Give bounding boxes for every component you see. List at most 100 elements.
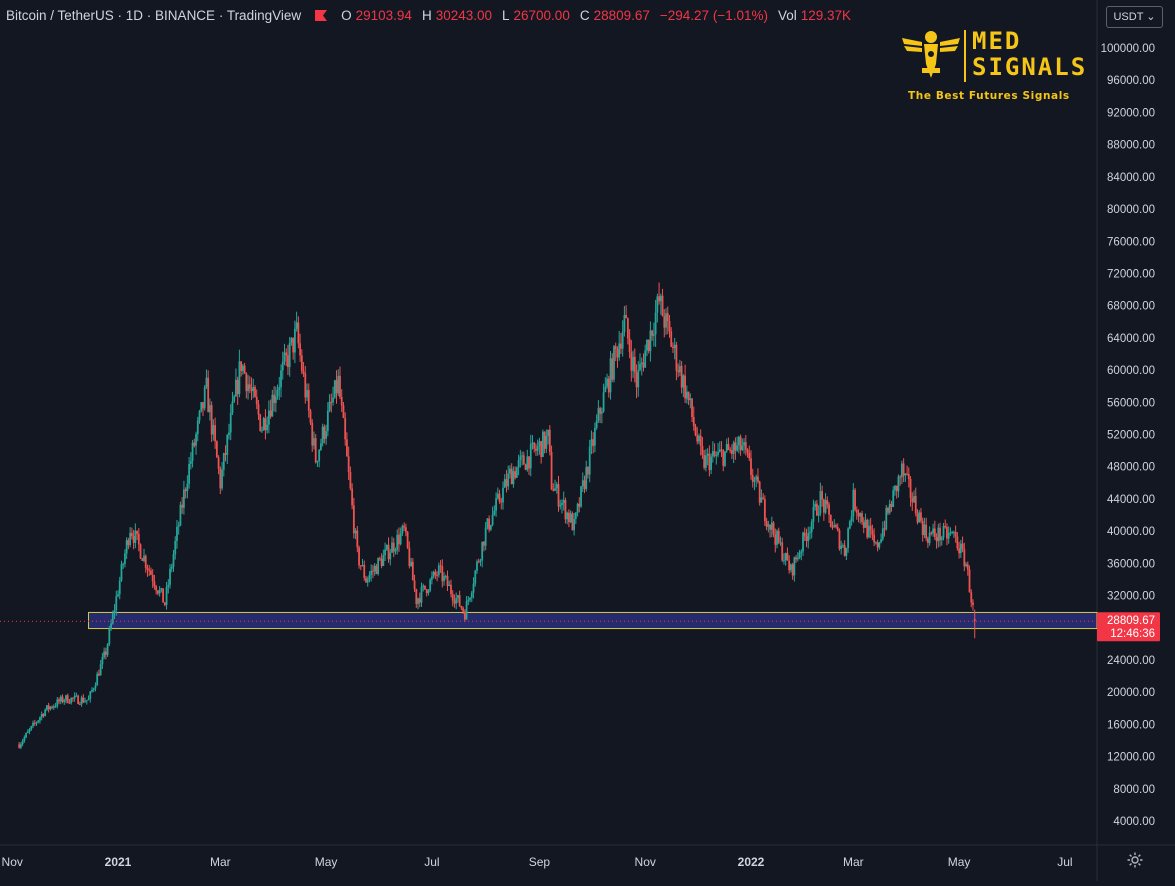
candle — [673, 337, 676, 360]
candle — [117, 590, 119, 598]
candle — [614, 342, 617, 362]
candle — [469, 597, 471, 603]
candle — [531, 435, 534, 450]
candle — [413, 574, 416, 592]
candle — [819, 482, 822, 517]
candle — [507, 465, 510, 490]
candle — [491, 506, 494, 527]
candle — [571, 511, 574, 531]
candle — [913, 490, 915, 504]
candle — [685, 385, 688, 404]
support-zone[interactable] — [88, 611, 1098, 630]
candle — [347, 446, 350, 480]
candle — [259, 413, 262, 432]
candle — [49, 706, 52, 711]
candle — [554, 479, 556, 492]
candle — [944, 519, 947, 529]
candle — [255, 389, 258, 410]
time-tick-label: Mar — [210, 855, 231, 869]
candle — [443, 572, 445, 586]
candle — [786, 547, 789, 561]
candle — [748, 445, 751, 462]
candle — [233, 394, 236, 403]
candle — [446, 570, 449, 592]
candle — [666, 306, 669, 335]
candle — [609, 351, 612, 400]
change-value: −294.27 (−1.01%) — [659, 8, 768, 23]
candle — [340, 389, 343, 412]
candle — [460, 605, 463, 611]
candle — [767, 520, 770, 533]
time-tick-label: Jul — [1057, 855, 1072, 869]
candle — [209, 398, 211, 421]
candle — [59, 695, 62, 705]
candle — [155, 584, 158, 595]
candle — [911, 492, 914, 511]
candle — [398, 527, 400, 552]
candle — [874, 541, 877, 545]
candle — [430, 571, 433, 585]
candle — [437, 562, 440, 578]
gear-icon[interactable] — [1126, 851, 1144, 869]
candle — [415, 588, 418, 608]
candle — [535, 443, 537, 456]
candle — [380, 553, 383, 569]
price-tick-label: 64000.00 — [1107, 333, 1155, 345]
candle — [613, 344, 615, 383]
candle — [625, 305, 628, 319]
candle — [502, 481, 504, 510]
candle — [191, 439, 194, 468]
candle — [628, 329, 631, 359]
candle — [953, 530, 955, 539]
candle — [408, 541, 411, 569]
candle — [396, 529, 399, 555]
candle — [909, 476, 912, 507]
candle — [162, 588, 164, 603]
candle — [385, 544, 388, 551]
time-axis[interactable]: Nov 2021 Mar May Jul Sep Nov 2022 Mar May Jul — [2, 855, 1073, 869]
candle — [725, 438, 728, 453]
candle — [821, 485, 824, 507]
candle — [649, 321, 652, 362]
candle — [207, 370, 210, 413]
candle — [611, 353, 614, 383]
candle — [77, 694, 80, 705]
candle — [854, 487, 856, 512]
candle — [689, 393, 692, 409]
candle — [684, 364, 686, 403]
time-tick-label: Nov — [2, 855, 23, 869]
price-tick-label: 8000.00 — [1113, 784, 1155, 796]
candle — [727, 437, 730, 451]
candle — [165, 581, 168, 610]
symbol-title[interactable]: Bitcoin / TetherUS · 1D · BINANCE · Trad… — [6, 8, 302, 23]
price-axis[interactable]: 100000.00 96000.00 92000.00 88000.00 84000.0… — [1101, 43, 1155, 828]
candle — [935, 533, 938, 549]
candle — [668, 315, 671, 338]
candle — [247, 374, 249, 400]
candle — [918, 510, 921, 523]
candle — [814, 500, 817, 511]
candle — [141, 557, 144, 561]
candle — [42, 713, 45, 718]
candle — [746, 448, 749, 458]
candle — [108, 625, 111, 647]
currency-selector[interactable]: USDT ⌄ — [1106, 6, 1163, 28]
candle — [181, 497, 184, 514]
price-tick-label: 48000.00 — [1107, 462, 1155, 474]
candle — [699, 429, 702, 456]
candle — [509, 465, 511, 479]
candle — [130, 527, 133, 540]
candle — [528, 456, 530, 476]
candle — [842, 543, 844, 548]
candle — [467, 596, 470, 606]
candle — [963, 542, 966, 572]
candle — [592, 432, 595, 454]
candle — [647, 339, 650, 354]
candle — [776, 529, 778, 549]
candle — [529, 434, 532, 477]
candle — [92, 687, 95, 693]
candle — [680, 361, 683, 394]
candle — [942, 522, 945, 541]
